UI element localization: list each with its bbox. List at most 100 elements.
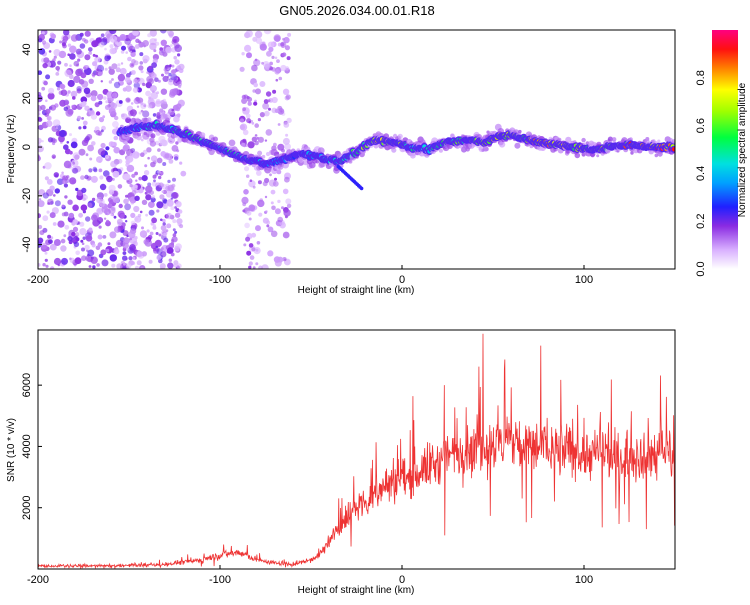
- spectrogram-noise-cell: [105, 146, 110, 151]
- spectrogram-noise-cell: [78, 148, 86, 156]
- spectrogram-noise-cell: [157, 79, 161, 83]
- spectrogram-noise-cell: [48, 50, 52, 53]
- spectrogram-noise-cell: [125, 117, 132, 124]
- spectrogram-noise-cell: [243, 243, 247, 247]
- spectrogram-noise-cell: [141, 251, 147, 257]
- spectrogram-noise-cell: [53, 194, 56, 197]
- spectrogram-noise-cell: [159, 194, 165, 200]
- spectrogram-noise-cell: [122, 87, 127, 92]
- spectrogram-noise-cell: [78, 212, 83, 218]
- spectrogram-noise-cell: [134, 171, 139, 176]
- spectrogram-noise-cell: [81, 247, 85, 252]
- spectrogram-noise-cell: [60, 245, 67, 252]
- spectrogram-noise-cell: [264, 63, 271, 70]
- spectrogram-noise-cell: [81, 86, 85, 90]
- y-tick-label: 40: [21, 43, 33, 55]
- spectrogram-noise-cell: [148, 78, 155, 85]
- spectrogram-noise-cell: [253, 59, 261, 67]
- spectrogram-noise-cell: [282, 188, 289, 195]
- spectrogram-halo-cell: [612, 137, 617, 142]
- spectrogram-noise-cell: [64, 101, 69, 105]
- spectrogram-noise-cell: [267, 41, 275, 48]
- spectrogram-noise-cell: [63, 183, 68, 188]
- spectrogram-noise-cell: [94, 102, 100, 108]
- spectrogram-noise-cell: [49, 212, 56, 219]
- snr-plot-area: [38, 330, 675, 569]
- spectrogram-noise-cell: [87, 144, 94, 152]
- spectrogram-noise-cell: [257, 136, 264, 143]
- spectrogram-noise-cell: [72, 96, 76, 100]
- spectrogram-noise-cell: [140, 109, 144, 113]
- snr-y-ticks: 2000 4000 6000: [21, 373, 42, 520]
- spectrogram-noise-cell: [97, 208, 102, 213]
- spectrogram-noise-cell: [140, 266, 144, 269]
- spectrogram-noise-cell: [174, 245, 180, 252]
- spectrogram-noise-cell: [282, 88, 290, 96]
- spectrogram-noise-cell: [63, 144, 69, 150]
- spectrogram-frame: [37, 29, 676, 270]
- spectrogram-noise-cell: [254, 134, 258, 137]
- spectrogram-noise-cell: [82, 37, 86, 42]
- spectrogram-noise-cell: [73, 60, 80, 67]
- spectrogram-noise-cell: [69, 133, 72, 137]
- spectrogram-noise-cell: [249, 179, 253, 182]
- spectrogram-noise-cell: [104, 47, 107, 51]
- spectrogram-noise-cell: [79, 32, 84, 37]
- spectrogram-noise-cell: [77, 58, 81, 62]
- spectrogram-noise-cell: [282, 231, 290, 239]
- spectrogram-noise-cell: [50, 266, 55, 269]
- spectrogram-noise-cell: [127, 56, 132, 62]
- spectrogram-noise-cell: [122, 255, 128, 261]
- spectrogram-noise-cell: [73, 75, 81, 83]
- spectrogram-noise-cell: [122, 145, 129, 152]
- spectrogram-noise-cell: [151, 195, 156, 199]
- spectrogram-noise-cell: [88, 227, 93, 232]
- spectrogram-noise-cell: [266, 50, 272, 57]
- x-tick-label: -100: [209, 274, 231, 286]
- spectrogram-noise-cell: [64, 69, 72, 77]
- spectrogram-noise-cell: [84, 105, 90, 111]
- spectrogram-noise-cell: [251, 136, 258, 142]
- spectrogram-noise-cell: [160, 265, 164, 269]
- spectrogram-noise-cell: [160, 218, 163, 222]
- spectrogram-noise-cell: [83, 87, 91, 95]
- spectrogram-noise-cell: [53, 49, 61, 56]
- spectrogram-noise-cell: [267, 99, 271, 102]
- spectrogram-noise-cell: [149, 42, 157, 51]
- spectrogram-noise-cell: [268, 107, 271, 111]
- spectrogram-noise-cell: [61, 204, 65, 208]
- spectrogram-noise-cell: [283, 36, 290, 44]
- spectrogram-noise-cell: [80, 204, 88, 211]
- spectrogram-noise-cell: [142, 82, 146, 87]
- spectrogram-noise-cell: [84, 174, 89, 180]
- spectrogram-noise-cell: [71, 231, 76, 237]
- spectrogram-noise-cell: [271, 205, 276, 211]
- spectrogram-noise-cell: [108, 141, 115, 147]
- spectrogram-noise-cell: [75, 237, 80, 242]
- spectrogram-noise-cell: [117, 63, 121, 67]
- spectrogram-noise-cell: [66, 141, 70, 144]
- spectrogram-noise-cell: [241, 142, 246, 147]
- spectrogram-noise-cell: [145, 90, 152, 97]
- spectrogram-noise-cell: [97, 148, 106, 156]
- spectrogram-noise-cell: [160, 247, 164, 251]
- spectrogram-noise-cell: [251, 247, 256, 252]
- spectrogram-noise-cell: [99, 175, 104, 180]
- spectrogram-noise-cell: [159, 108, 164, 113]
- spectrogram-noise-cell: [47, 198, 54, 205]
- snr-panel: -200 -100 0 100 2000 4000 6000 Height of stra…: [6, 329, 676, 596]
- spectrogram-noise-cell: [151, 62, 158, 68]
- spectrogram-noise-cell: [162, 189, 167, 195]
- spectrogram-noise-cell: [255, 170, 262, 176]
- spectrogram-noise-cell: [171, 145, 179, 152]
- spectrogram-noise-cell: [82, 197, 86, 201]
- spectrogram-noise-cell: [171, 239, 175, 243]
- spectrogram-noise-cell: [244, 110, 249, 115]
- spectrogram-noise-cell: [247, 141, 255, 149]
- spectrogram-noise-cell: [101, 259, 109, 267]
- spectrogram-noise-cell: [148, 259, 153, 264]
- spectrogram-noise-cell: [131, 261, 136, 265]
- spectrogram-noise-cell: [282, 37, 285, 41]
- spectrogram-noise-cell: [129, 237, 133, 241]
- spectrogram-noise-cell: [91, 141, 96, 146]
